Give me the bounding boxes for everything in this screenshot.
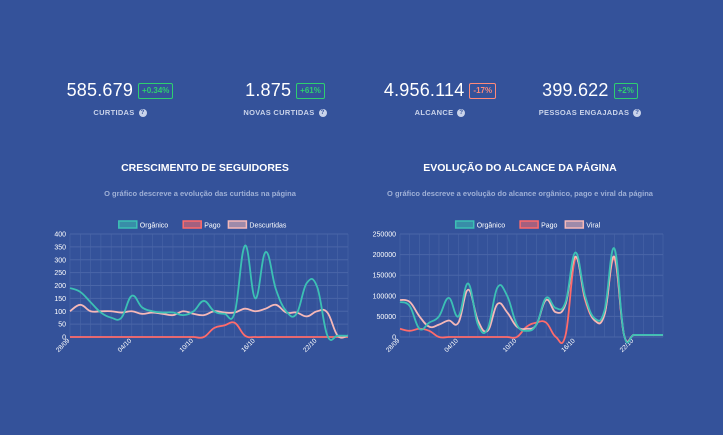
y-tick-label: 100000 bbox=[373, 293, 396, 300]
x-tick-label: 28/09 bbox=[55, 337, 72, 354]
kpi-pessoas-engajadas: 399.622 +2% PESSOAS ENGAJADAS ? bbox=[510, 80, 670, 117]
chart-subtitle: O gráfico descreve a evolução do alcance… bbox=[387, 189, 653, 198]
y-tick-label: 50 bbox=[58, 322, 66, 329]
kpi-label: NOVAS CURTIDAS bbox=[243, 108, 315, 117]
legend-swatch bbox=[182, 220, 202, 229]
y-tick-label: 200 bbox=[54, 283, 66, 290]
legend-swatch bbox=[564, 220, 585, 229]
kpi-value: 4.956.114 bbox=[383, 80, 465, 100]
legend-label: Pago bbox=[541, 223, 557, 230]
y-tick-label: 400 bbox=[54, 232, 66, 239]
series-line bbox=[70, 321, 348, 339]
legend-label: Viral bbox=[586, 223, 600, 230]
kpi-change-badge: -17% bbox=[469, 82, 497, 99]
series-line bbox=[399, 247, 663, 344]
seguidores-line-chart: 0 50 100 150 200 250 300 350 400 28/09 04/10 10/10 1… bbox=[54, 220, 349, 354]
help-icon[interactable]: ? bbox=[457, 108, 466, 117]
chart-subtitle: O gráfico descreve a evolução das curtid… bbox=[104, 189, 296, 198]
y-tick-label: 200000 bbox=[373, 252, 396, 259]
y-tick-label: 150000 bbox=[373, 273, 396, 280]
y-tick-label: 50000 bbox=[377, 314, 397, 321]
x-tick-label: 10/10 bbox=[502, 337, 519, 354]
legend-label: Orgânico bbox=[140, 223, 169, 230]
y-tick-label: 0 bbox=[392, 335, 396, 342]
kpi-value: 585.679 bbox=[66, 80, 134, 100]
kpi-change-badge: +61% bbox=[296, 82, 325, 99]
kpi-alcance: 4.956.114 -17% ALCANCE ? bbox=[360, 80, 520, 117]
x-tick-label: 28/09 bbox=[385, 337, 402, 354]
y-tick-label: 100 bbox=[54, 309, 66, 316]
x-tick-label: 22/10 bbox=[619, 337, 636, 354]
legend-swatch bbox=[227, 220, 248, 229]
help-icon[interactable]: ? bbox=[138, 108, 147, 117]
y-tick-label: 350 bbox=[54, 244, 66, 251]
y-tick-label: 150 bbox=[54, 296, 66, 303]
x-tick-label: 16/10 bbox=[560, 337, 577, 354]
y-tick-label: 250000 bbox=[373, 232, 396, 239]
help-icon[interactable]: ? bbox=[318, 108, 327, 117]
alcance-line-chart: 0 50000 100000 150000 200000 250000 28/09 04/10… bbox=[373, 220, 664, 354]
kpi-label: CURTIDAS bbox=[93, 108, 135, 117]
kpi-row: 585.679 +0.34% CURTIDAS ? 1.875 +61% NOV… bbox=[0, 80, 723, 120]
kpi-label: PESSOAS ENGAJADAS bbox=[538, 108, 630, 117]
legend-swatch bbox=[118, 220, 138, 229]
kpi-change-badge: +2% bbox=[613, 82, 638, 99]
kpi-novas-curtidas: 1.875 +61% NOVAS CURTIDAS ? bbox=[205, 80, 365, 117]
y-tick-label: 0 bbox=[62, 335, 66, 342]
x-tick-label: 10/10 bbox=[179, 337, 196, 354]
legend-swatch bbox=[519, 220, 539, 229]
legend-label: Pago bbox=[204, 223, 220, 230]
x-tick-label: 22/10 bbox=[302, 337, 319, 354]
y-tick-label: 300 bbox=[54, 257, 66, 264]
y-tick-label: 250 bbox=[54, 270, 66, 277]
legend-swatch bbox=[454, 220, 475, 229]
help-icon[interactable]: ? bbox=[633, 108, 642, 117]
series-line bbox=[69, 244, 348, 341]
kpi-label: ALCANCE bbox=[414, 108, 454, 117]
chart-title: EVOLUÇÃO DO ALCANCE DA PÁGINA bbox=[423, 162, 617, 174]
legend-label: Descurtidas bbox=[249, 223, 286, 230]
kpi-value: 1.875 bbox=[245, 80, 292, 100]
kpi-curtidas: 585.679 +0.34% CURTIDAS ? bbox=[40, 80, 200, 117]
series-line bbox=[69, 303, 349, 339]
x-tick-label: 04/10 bbox=[443, 337, 460, 354]
kpi-change-badge: +0.34% bbox=[138, 82, 174, 99]
kpi-value: 399.622 bbox=[542, 80, 609, 100]
chart-title: CRESCIMENTO DE SEGUIDORES bbox=[121, 162, 289, 174]
x-tick-label: 16/10 bbox=[240, 337, 257, 354]
x-tick-label: 04/10 bbox=[117, 337, 134, 354]
legend-label: Orgânico bbox=[477, 223, 506, 230]
